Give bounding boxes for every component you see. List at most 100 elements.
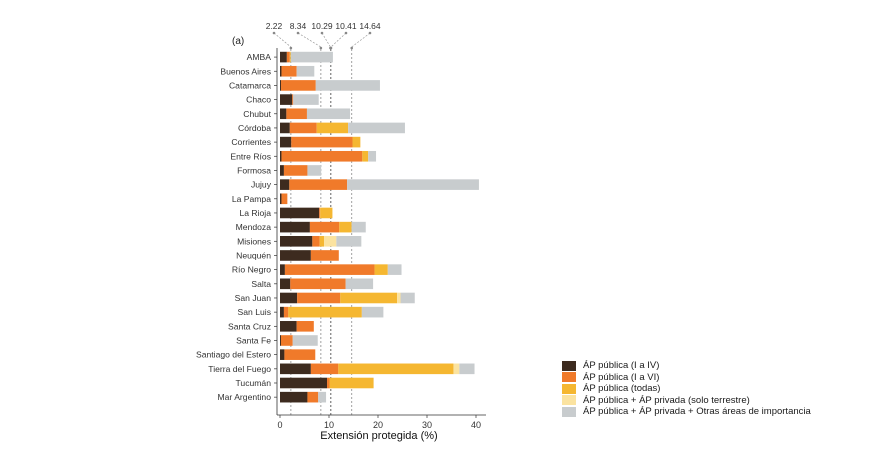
bar-segment [280, 349, 285, 360]
y-tick-label: Misiones [237, 236, 271, 246]
legend-swatch [562, 395, 576, 406]
legend-item: ÁP pública (I a VI) [562, 372, 811, 384]
bar-segment [290, 278, 346, 290]
bar-segment [280, 150, 282, 162]
bar-segment [319, 235, 325, 247]
bar-segment [320, 207, 333, 219]
y-tick-label: Mar Argentino [217, 392, 271, 402]
x-tick-label: 30 [422, 420, 432, 430]
bar-segment [327, 377, 330, 389]
y-tick-label: Corrientes [231, 137, 271, 147]
y-tick-label: Formosa [237, 165, 271, 175]
bar-segment [307, 391, 319, 403]
bar-segment [280, 250, 311, 261]
bar-segment [290, 51, 333, 63]
bar-segment [293, 94, 319, 105]
y-tick-label: Jujuy [251, 180, 272, 190]
y-axis: AMBA Buenos Aires Catamarca Chaco Chubut Córd… [196, 48, 278, 415]
y-tick-label: Tierra del Fuego [208, 364, 271, 374]
bar-segment [324, 235, 337, 247]
bar-segment [459, 363, 475, 375]
x-tick-label: 20 [373, 420, 383, 430]
y-tick-label: Chaco [246, 95, 271, 105]
reference-dot [329, 46, 333, 50]
bar-segment [292, 335, 318, 346]
bar-segment [280, 122, 290, 134]
y-tick-label: Catamarca [229, 80, 271, 90]
legend-swatch [562, 372, 576, 383]
bars [280, 51, 479, 403]
bar-segment [280, 94, 293, 105]
y-tick-label: Neuquén [236, 250, 271, 260]
x-axis: 0 10 20 30 40 [277, 414, 486, 430]
bar-segment [286, 108, 307, 120]
bar-segment [280, 321, 297, 332]
bar-segment [283, 306, 289, 318]
bar-segment [281, 65, 297, 77]
reference-leader [297, 32, 322, 48]
legend-swatch [562, 360, 576, 371]
y-tick-label: San Juan [235, 293, 272, 303]
y-tick-label: Chubut [243, 109, 271, 119]
reference-dot [350, 46, 354, 50]
reference-leader [273, 32, 292, 48]
reference-label: 14.64 [359, 21, 381, 31]
legend-label: ÁP pública (I a IV) [583, 360, 660, 372]
bar-segment [281, 193, 288, 205]
bar-segment [453, 363, 460, 375]
reference-leader [330, 32, 347, 48]
y-tick-label: Río Negro [232, 265, 271, 275]
y-tick-label: Buenos Aires [220, 66, 271, 76]
bar-segment [296, 65, 315, 77]
bar-segment [297, 292, 341, 304]
x-tick-label: 40 [471, 420, 481, 430]
bar-segment [280, 65, 282, 77]
bar-segment [374, 264, 388, 275]
y-tick-label: Tucumán [235, 378, 271, 388]
x-tick-label: 10 [324, 420, 334, 430]
legend-item: ÁP pública + ÁP privada + Otras áreas de… [562, 406, 811, 418]
legend-item: ÁP pública (todas) [562, 383, 811, 395]
bar-segment [280, 391, 308, 403]
reference-dot [289, 46, 293, 50]
bar-segment [397, 292, 401, 304]
bar-segment [289, 179, 348, 190]
bar-segment [280, 80, 281, 91]
bar-segment [387, 264, 402, 275]
bar-segment [281, 150, 363, 162]
bar-segment [280, 165, 284, 176]
reference-label: 8.34 [290, 21, 307, 31]
bar-segment [280, 221, 310, 233]
bar-segment [288, 306, 362, 318]
y-tick-label: Santa Cruz [228, 321, 271, 331]
bar-segment [289, 122, 317, 134]
bar-segment [312, 235, 320, 247]
y-tick-label: La Rioja [239, 208, 271, 218]
bar-segment [348, 122, 405, 134]
reference-dot [272, 31, 276, 35]
bar-segment [307, 165, 322, 176]
bar-segment [310, 250, 339, 261]
reference-dot [320, 31, 324, 35]
bar-segment [340, 292, 398, 304]
bar-segment [280, 377, 328, 389]
bar-segment [352, 136, 361, 148]
y-tick-label: Entre Ríos [230, 151, 271, 161]
bar-segment [362, 150, 369, 162]
panel-label: (a) [232, 36, 244, 47]
bar-segment [338, 363, 454, 375]
bar-segment [280, 235, 313, 247]
y-tick-label: Salta [251, 279, 271, 289]
bar-segment [284, 264, 375, 275]
bar-segment [280, 179, 290, 190]
bar-segment [318, 391, 327, 403]
y-tick-label: Mendoza [236, 222, 272, 232]
bar-segment [339, 221, 352, 233]
legend-label: ÁP pública + ÁP privada (solo terrestre) [583, 394, 750, 406]
bar-segment [280, 51, 287, 63]
bar-segment [368, 150, 377, 162]
legend-label: ÁP pública (I a VI) [583, 371, 660, 383]
bar-segment [280, 264, 285, 275]
bar-segment [347, 179, 479, 190]
bar-segment [280, 193, 282, 205]
